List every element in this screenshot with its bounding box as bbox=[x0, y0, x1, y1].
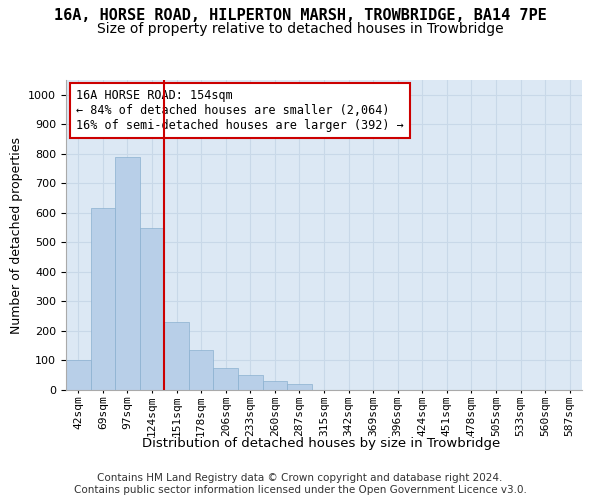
Bar bbox=[189, 350, 214, 390]
Text: 16A, HORSE ROAD, HILPERTON MARSH, TROWBRIDGE, BA14 7PE: 16A, HORSE ROAD, HILPERTON MARSH, TROWBR… bbox=[53, 8, 547, 22]
Bar bbox=[140, 228, 164, 390]
Text: Distribution of detached houses by size in Trowbridge: Distribution of detached houses by size … bbox=[142, 438, 500, 450]
Bar bbox=[238, 375, 263, 390]
Text: Contains HM Land Registry data © Crown copyright and database right 2024.
Contai: Contains HM Land Registry data © Crown c… bbox=[74, 474, 526, 495]
Text: 16A HORSE ROAD: 154sqm
← 84% of detached houses are smaller (2,064)
16% of semi-: 16A HORSE ROAD: 154sqm ← 84% of detached… bbox=[76, 90, 404, 132]
Bar bbox=[91, 208, 115, 390]
Y-axis label: Number of detached properties: Number of detached properties bbox=[10, 136, 23, 334]
Text: Size of property relative to detached houses in Trowbridge: Size of property relative to detached ho… bbox=[97, 22, 503, 36]
Bar bbox=[287, 384, 312, 390]
Bar bbox=[164, 322, 189, 390]
Bar bbox=[263, 381, 287, 390]
Bar bbox=[66, 360, 91, 390]
Bar bbox=[115, 157, 140, 390]
Bar bbox=[214, 368, 238, 390]
